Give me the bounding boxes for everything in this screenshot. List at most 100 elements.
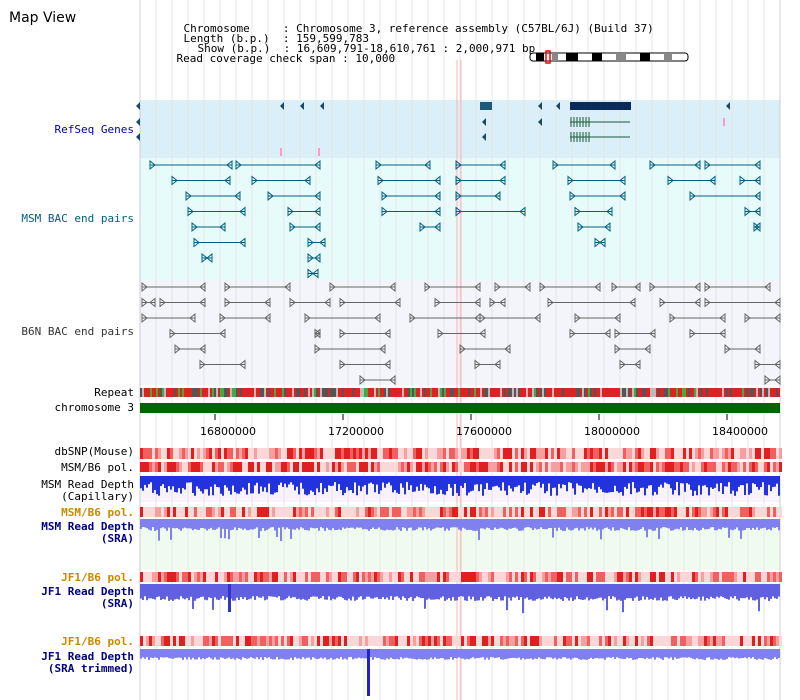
depth-bar — [356, 649, 358, 659]
heat-cell — [641, 462, 644, 472]
depth-bar — [180, 519, 182, 531]
depth-bar — [460, 649, 462, 659]
depth-bar — [344, 584, 346, 600]
depth-bar — [256, 476, 258, 483]
depth-bar — [762, 476, 764, 483]
depth-bar — [676, 519, 678, 529]
length-label: Length (b.p.) — [183, 32, 270, 45]
depth-bar — [512, 519, 514, 529]
depth-bar — [500, 476, 502, 491]
depth-bar — [760, 649, 762, 660]
heat-cell — [356, 507, 359, 517]
heat-cell — [722, 448, 725, 459]
heat-cell — [146, 572, 149, 582]
depth-bar — [570, 476, 572, 483]
heat-cell — [296, 572, 299, 582]
heat-cell — [491, 507, 494, 517]
heat-cell — [620, 636, 623, 646]
depth-bar — [680, 584, 682, 597]
depth-bar — [200, 584, 202, 597]
depth-bar — [456, 584, 458, 601]
heat-cell — [197, 636, 200, 646]
heat-cell — [542, 507, 545, 517]
depth-bar — [322, 519, 324, 529]
depth-bar — [180, 584, 182, 597]
repeat-cell — [430, 388, 432, 397]
b6n-pair-end — [494, 359, 501, 370]
depth-bar — [246, 519, 248, 531]
heat-cell — [503, 507, 506, 517]
depth-bar — [470, 584, 472, 600]
depth-bar — [508, 476, 510, 486]
heat-cell — [170, 507, 173, 517]
heat-cell — [278, 462, 281, 472]
repeat-cell — [494, 388, 496, 397]
depth-bar — [548, 476, 550, 484]
heat-cell — [290, 462, 293, 472]
heat-cell — [410, 448, 413, 459]
depth-bar — [462, 649, 464, 659]
heat-cell — [500, 636, 503, 646]
heat-cell — [626, 636, 629, 646]
depth-bar — [436, 519, 438, 528]
depth-bar — [684, 476, 686, 492]
depth-bar — [698, 519, 700, 531]
b6n-bac-label[interactable]: B6N BAC end pairs — [21, 325, 134, 338]
depth-bar — [262, 476, 264, 492]
heat-cell — [575, 448, 578, 459]
repeat-cell — [660, 388, 662, 397]
depth-bar — [222, 519, 224, 529]
repeat-cell — [596, 388, 598, 397]
heat-cell — [290, 636, 293, 646]
depth-bar — [750, 649, 752, 659]
depth-bar — [640, 519, 642, 530]
heat-cell — [752, 462, 755, 472]
repeat-cell — [202, 388, 204, 397]
depth-bar — [360, 649, 362, 659]
heat-cell — [644, 448, 647, 459]
heat-cell — [188, 507, 191, 517]
depth-bar — [458, 584, 460, 597]
depth-bar — [342, 584, 344, 599]
msm-bac-label[interactable]: MSM BAC end pairs — [21, 212, 134, 225]
depth-bar — [480, 476, 482, 485]
heat-cell — [629, 448, 632, 459]
heat-cell — [248, 572, 251, 582]
heat-cell — [638, 636, 641, 646]
depth-bar — [452, 519, 454, 528]
depth-bar — [144, 649, 146, 659]
depth-bar — [510, 519, 512, 529]
heat-cell — [503, 572, 506, 582]
msm-pair-end — [206, 252, 213, 264]
depth-bar — [438, 519, 440, 528]
repeat-cell — [236, 388, 238, 397]
b6n-pair-end — [389, 374, 396, 386]
msm-pair-end — [569, 190, 576, 202]
depth-bar — [488, 476, 490, 490]
heat-cell — [506, 636, 509, 646]
depth-bar — [750, 519, 752, 530]
depth-bar — [298, 649, 300, 659]
repeat-cell — [222, 388, 224, 397]
heat-cell — [149, 636, 152, 646]
depth-bar — [294, 519, 296, 530]
repeat-cell — [682, 388, 684, 397]
depth-bar — [636, 649, 638, 660]
depth-bar — [276, 519, 278, 538]
depth-bar — [692, 476, 694, 496]
heat-cell — [704, 636, 707, 646]
depth-bar — [346, 584, 348, 601]
refseq-label[interactable]: RefSeq Genes — [54, 123, 134, 136]
heat-cell — [773, 448, 776, 459]
heat-cell — [182, 572, 185, 582]
heat-cell — [707, 462, 710, 472]
msm-pair-end — [424, 159, 431, 171]
depth-bar — [448, 584, 450, 598]
heat-cell — [734, 636, 737, 646]
heat-cell — [461, 507, 464, 517]
repeat-cell — [654, 388, 656, 397]
depth-bar — [360, 519, 362, 528]
depth-bar — [646, 476, 648, 489]
repeat-cell — [506, 388, 508, 397]
